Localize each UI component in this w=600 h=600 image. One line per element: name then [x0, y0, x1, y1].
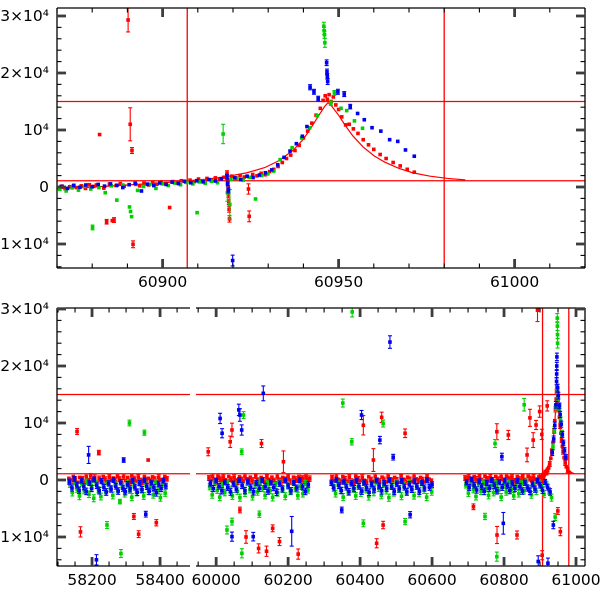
top-panel-x-tick-label: 60900 — [138, 273, 187, 291]
top-panel: 60900 60950 61000 -1×10⁴ 0 10⁴ 2×10⁴ 3×10⁴ — [0, 7, 586, 291]
top-panel-y-tick-label: 0 — [39, 178, 49, 196]
bottom-panel-series-red — [67, 308, 571, 561]
top-panel-series-blue — [59, 59, 417, 267]
bottom-panel-x-tick-label: 60400 — [335, 571, 384, 589]
bottom-panel-tick-labels: 58200 58400 60000 60200 60400 60600 60800 61000… — [0, 300, 600, 589]
top-panel-axes — [56, 7, 586, 269]
top-panel-reference-lines — [57, 8, 585, 268]
top-panel-y-tick-label: -1×10⁴ — [0, 235, 49, 253]
bottom-panel-reference-lines — [57, 308, 585, 566]
bottom-panel-series-blue — [67, 335, 568, 566]
bottom-panel-y-tick-label: 0 — [39, 471, 49, 489]
bottom-panel-series-green — [67, 308, 564, 562]
bottom-panel-x-tick-label: 60200 — [263, 571, 312, 589]
bottom-panel: 58200 58400 60000 60200 60400 60600 60800 61000… — [0, 300, 600, 589]
top-panel-x-tick-label: 60950 — [314, 273, 363, 291]
top-panel-y-tick-label: 3×10⁴ — [0, 7, 49, 25]
bottom-panel-y-tick-label: -1×10⁴ — [0, 528, 49, 546]
bottom-panel-x-tick-label: 61000 — [551, 571, 600, 589]
bottom-panel-y-tick-label: 2×10⁴ — [0, 357, 49, 375]
bottom-panel-x-tick-label: 60600 — [407, 571, 456, 589]
bottom-panel-x-tick-label: 58200 — [67, 571, 116, 589]
bottom-panel-x-tick-label: 60800 — [479, 571, 528, 589]
bottom-panel-x-tick-label: 58400 — [135, 571, 184, 589]
bottom-panel-axes — [56, 307, 586, 567]
top-panel-tick-labels: 60900 60950 61000 -1×10⁴ 0 10⁴ 2×10⁴ 3×10⁴ — [0, 7, 539, 291]
top-panel-series-green — [58, 21, 365, 231]
top-panel-y-tick-label: 2×10⁴ — [0, 64, 49, 82]
bottom-panel-y-tick-label: 3×10⁴ — [0, 300, 49, 318]
bottom-panel-x-tick-label: 60000 — [191, 571, 240, 589]
top-panel-y-tick-label: 10⁴ — [23, 121, 49, 139]
bottom-panel-y-tick-label: 10⁴ — [23, 414, 49, 432]
top-panel-x-tick-label: 61000 — [490, 273, 539, 291]
